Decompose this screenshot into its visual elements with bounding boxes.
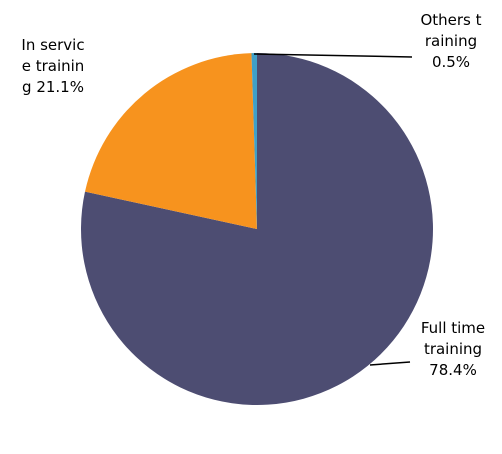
pie-slice [251,53,257,229]
value-label: 78.4% [429,361,477,379]
value-label: 0.5% [431,53,471,71]
leader-line [253,53,413,58]
category-label: In service training [21,36,85,96]
category-label: Full time training [420,319,486,358]
category-label: Others training [420,11,482,50]
pie-slice [85,53,257,229]
slice-label: In service training 21.1% [20,35,86,98]
slice-label: Others training 0.5% [418,10,484,73]
value-label: 21.1% [36,78,84,96]
leader-line [369,361,411,366]
slice-label: Full time training 78.4% [420,318,486,381]
